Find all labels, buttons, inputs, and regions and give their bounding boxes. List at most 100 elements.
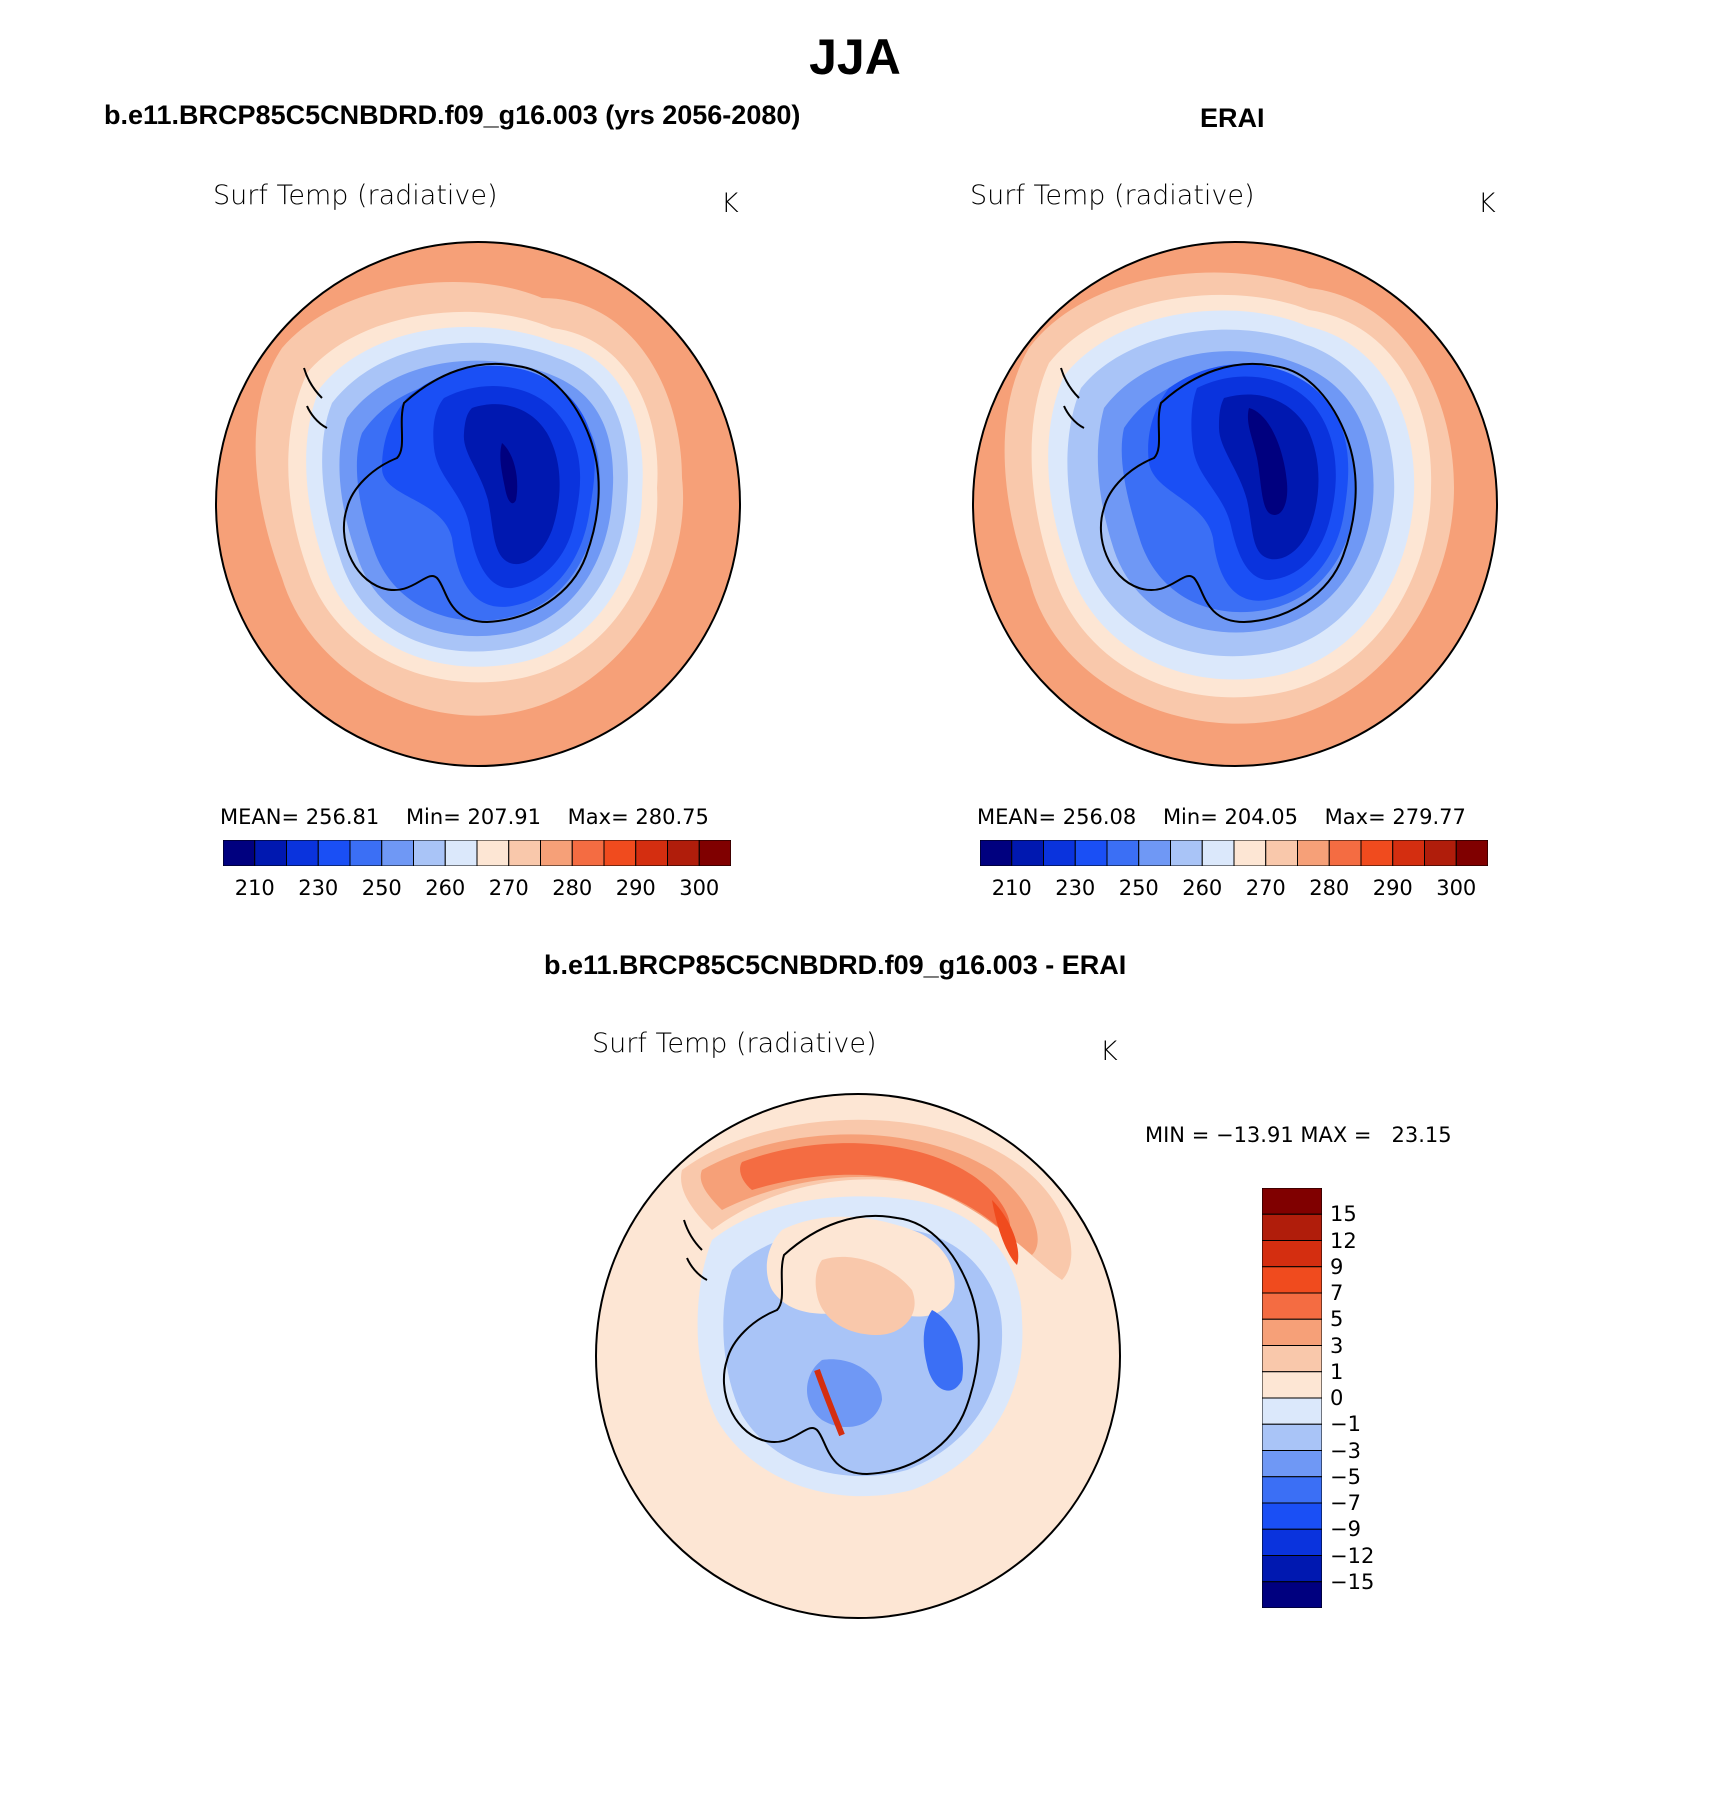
contour-band-9 <box>992 1200 1019 1265</box>
colorbar-swatch <box>444 839 478 867</box>
colorbar-tick-label: 15 <box>1330 1202 1357 1227</box>
panel-2-polar-map <box>972 241 1498 767</box>
colorbar-swatch <box>1261 1318 1323 1346</box>
panel-1-title: b.e11.BRCP85C5CNBDRD.f09_g16.003 (yrs 20… <box>104 100 801 130</box>
colorbar-swatch <box>413 839 446 867</box>
colorbar-swatch <box>1170 839 1203 867</box>
colorbar-tick-label: −1 <box>1330 1412 1361 1437</box>
colorbar-swatch <box>1261 1292 1323 1320</box>
panel-2-stats: MEAN= 256.08 Min= 204.05 Max= 279.77 <box>977 805 1466 829</box>
panel-2-units: K <box>1478 188 1496 219</box>
colorbar-tick-label: 12 <box>1330 1228 1357 1253</box>
colorbar-swatch <box>635 839 668 867</box>
difference-units: K <box>1100 1036 1118 1067</box>
min-value: 204.05 <box>1224 805 1298 829</box>
panel-2-variable-label: Surf Temp (radiative) <box>970 180 1255 211</box>
max-value: 279.77 <box>1392 805 1466 829</box>
colorbar-tick-label: 3 <box>1330 1333 1344 1358</box>
colorbar-swatch <box>1011 839 1044 867</box>
colorbar-tick-label: 230 <box>1055 876 1096 900</box>
colorbar-swatch <box>1261 1450 1323 1478</box>
mean-value: 256.81 <box>305 805 380 829</box>
min-value: 207.91 <box>467 805 541 829</box>
colorbar-swatch <box>222 839 256 867</box>
mean-label: MEAN= <box>977 805 1057 829</box>
difference-colorbar <box>1261 1187 1323 1609</box>
colorbar-tick-label: −9 <box>1330 1517 1361 1542</box>
colorbar-swatch <box>1261 1266 1323 1294</box>
min-label: Min= <box>1162 805 1218 829</box>
colorbar-swatch <box>1043 839 1076 867</box>
contour-band-210 <box>1247 408 1288 515</box>
colorbar-swatch <box>1138 839 1171 867</box>
peninsula-coastline <box>1060 367 1085 429</box>
map-border <box>215 241 741 767</box>
colorbar-tick-label: 270 <box>1245 876 1286 900</box>
colorbar-swatch <box>698 839 732 867</box>
peninsula-coastline <box>683 1219 708 1281</box>
colorbar-swatch <box>1261 1502 1323 1530</box>
contour-band-12 <box>814 1369 845 1437</box>
max-value: 280.75 <box>635 805 709 829</box>
colorbar-swatch <box>1074 839 1108 867</box>
colorbar-swatch <box>476 839 510 867</box>
colorbar-tick-label: 210 <box>234 876 275 900</box>
max-label: Max= <box>1324 805 1386 829</box>
colorbar-swatch <box>1233 839 1267 867</box>
colorbar-tick-label: 230 <box>298 876 339 900</box>
colorbar-swatch <box>1201 839 1235 867</box>
colorbar-swatch <box>1261 1397 1323 1425</box>
colorbar-tick-label: 0 <box>1330 1386 1344 1410</box>
colorbar-swatch <box>540 839 573 867</box>
mean-value: 256.08 <box>1062 805 1137 829</box>
colorbar-swatch <box>1261 1528 1323 1556</box>
panel-1-units: K <box>721 188 739 219</box>
colorbar-swatch <box>1265 839 1298 867</box>
colorbar-tick-label: 260 <box>1182 876 1223 900</box>
colorbar-tick-label: 1 <box>1330 1359 1344 1384</box>
colorbar-swatch <box>1455 839 1489 867</box>
panel-2-colorbar-labels: 210 230 250 260 270 280 290 300 <box>980 876 1488 902</box>
colorbar-swatch <box>1261 1345 1323 1373</box>
peninsula-coastline <box>303 367 328 429</box>
colorbar-tick-label: 5 <box>1330 1307 1344 1332</box>
difference-colorbar-labels: 15 12 9 7 5 3 1 0 −1 −3 −5 −7 −9 −12 −15 <box>1330 1188 1410 1608</box>
colorbar-swatch <box>254 839 287 867</box>
colorbar-tick-label: 260 <box>425 876 466 900</box>
map-border <box>595 1093 1121 1619</box>
colorbar-tick-label: 250 <box>361 876 402 900</box>
colorbar-swatch <box>1328 839 1362 867</box>
colorbar-swatch <box>667 839 700 867</box>
contour-band-1-interior <box>815 1256 915 1335</box>
colorbar-tick-label: 300 <box>679 876 720 900</box>
colorbar-swatch <box>349 839 383 867</box>
colorbar-tick-label: −5 <box>1330 1464 1361 1489</box>
contour-band-minus-7 <box>923 1310 963 1391</box>
panel-1-variable-label: Surf Temp (radiative) <box>213 180 498 211</box>
panel-2-colorbar <box>979 839 1489 867</box>
colorbar-tick-label: 290 <box>615 876 656 900</box>
colorbar-tick-label: 7 <box>1330 1281 1344 1305</box>
contour-band-minus-5 <box>807 1359 882 1428</box>
colorbar-tick-label: 250 <box>1118 876 1159 900</box>
colorbar-swatch <box>1261 1476 1323 1504</box>
contour-band-210 <box>500 443 518 504</box>
colorbar-tick-label: −3 <box>1330 1438 1361 1463</box>
antarctica-coastline <box>1099 362 1357 624</box>
colorbar-swatch <box>1392 839 1425 867</box>
colorbar-tick-label: 9 <box>1330 1254 1344 1279</box>
panel-1-colorbar <box>222 839 732 867</box>
contour-band-7 <box>740 1143 1011 1235</box>
colorbar-swatch <box>381 839 414 867</box>
colorbar-swatch <box>317 839 351 867</box>
colorbar-swatch <box>1297 839 1330 867</box>
colorbar-swatch <box>1261 1555 1323 1583</box>
colorbar-tick-label: 300 <box>1436 876 1477 900</box>
colorbar-swatch <box>1360 839 1394 867</box>
colorbar-tick-label: −12 <box>1330 1543 1375 1568</box>
colorbar-tick-label: 280 <box>1309 876 1350 900</box>
map-border <box>972 241 1498 767</box>
max-label: Max= <box>567 805 629 829</box>
panel-2-title: ERAI <box>1200 103 1265 133</box>
colorbar-swatch <box>1261 1213 1323 1241</box>
